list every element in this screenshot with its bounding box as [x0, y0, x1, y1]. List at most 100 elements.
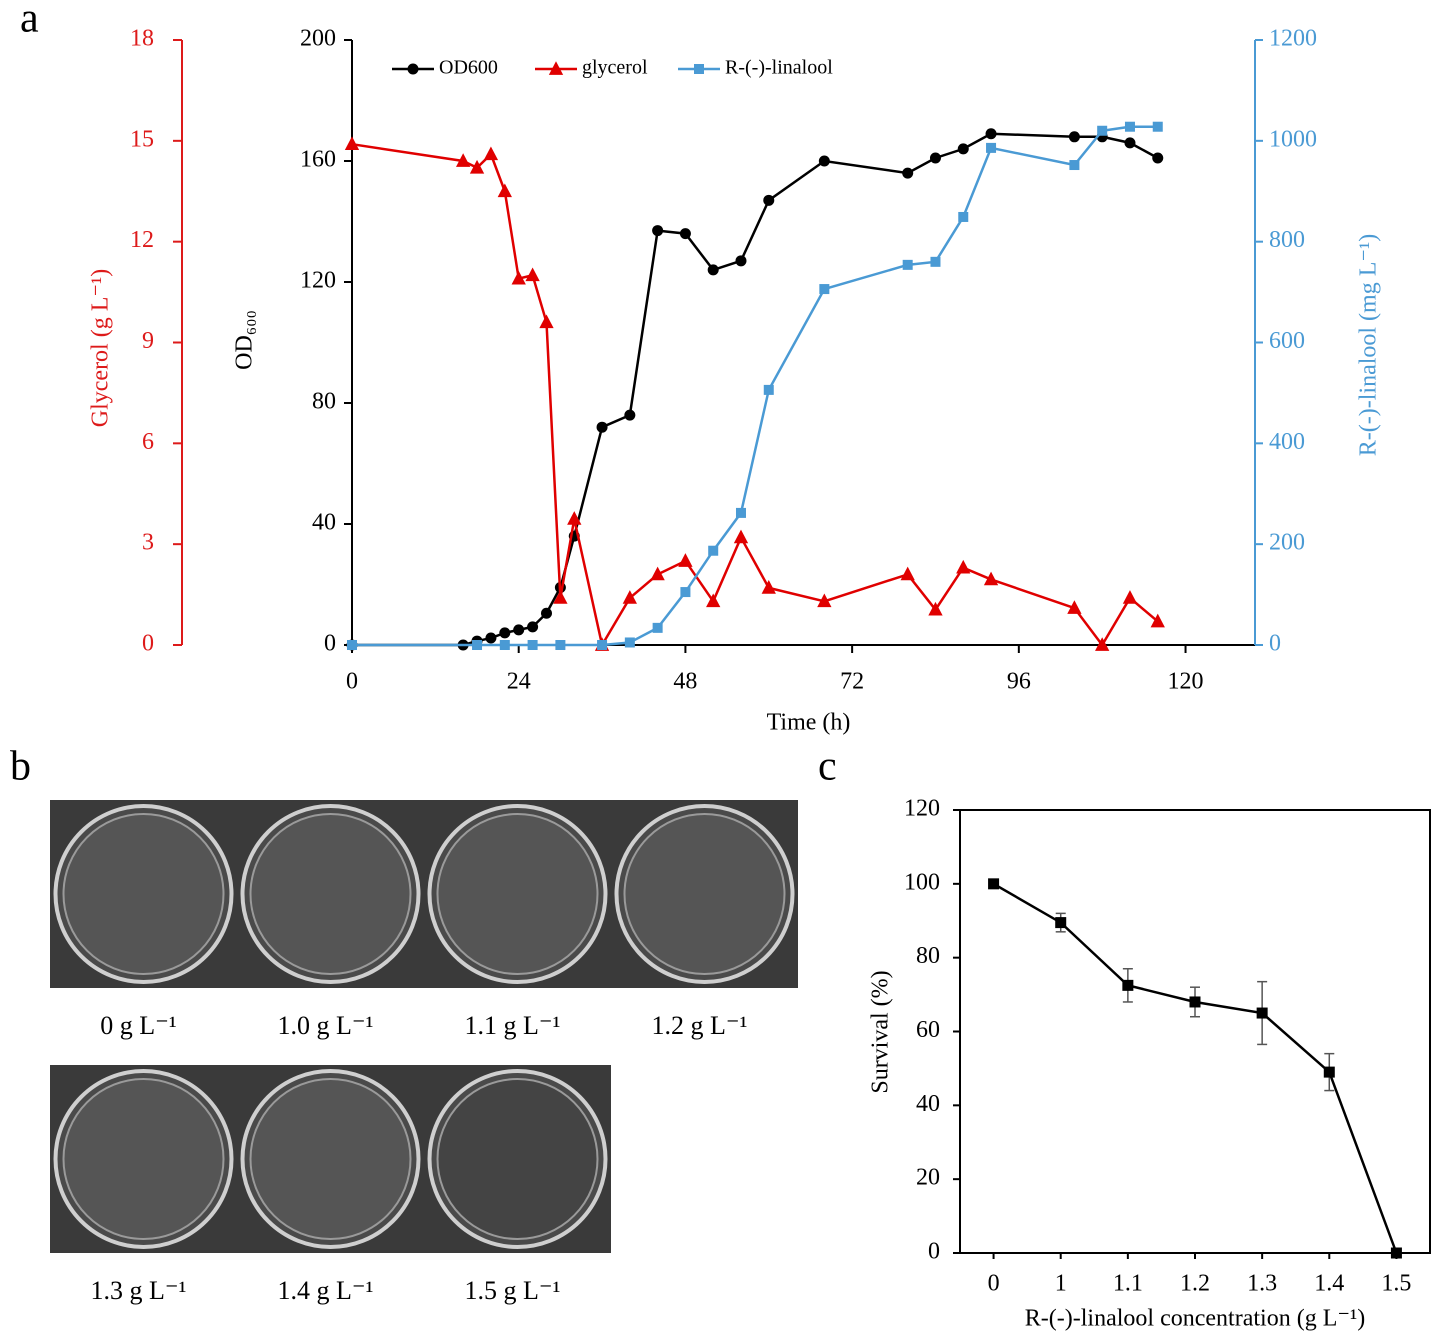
marker — [902, 259, 913, 270]
series-line — [352, 125, 1158, 647]
marker — [761, 580, 776, 594]
marker — [985, 128, 997, 140]
x-tick-label: 1.1 — [1113, 1271, 1143, 1297]
marker — [650, 566, 665, 581]
marker — [928, 601, 943, 616]
marker — [527, 640, 538, 650]
y3-tick-label: 9 — [142, 328, 154, 354]
marker — [983, 571, 999, 586]
marker — [540, 607, 552, 619]
plate-inner — [436, 813, 599, 975]
marker — [707, 264, 719, 276]
marker — [1256, 1007, 1268, 1019]
x-axis-label: Time (h) — [767, 710, 851, 736]
marker — [497, 183, 512, 198]
marker — [735, 255, 747, 267]
y2-tick-label: 1200 — [1269, 26, 1317, 52]
x-tick-label: 0 — [988, 1271, 1000, 1297]
marker — [548, 61, 564, 75]
marker — [1152, 121, 1163, 132]
y3-tick-label: 6 — [142, 429, 154, 455]
y2-axis-label: R-(-)-linalool (mg L⁻¹) — [1356, 234, 1382, 456]
marker — [706, 593, 721, 608]
marker — [680, 587, 691, 598]
x-tick-label: 120 — [1168, 669, 1204, 695]
marker — [763, 384, 774, 395]
plate-label: 1.1 g L⁻¹ — [465, 1011, 561, 1040]
marker — [1122, 979, 1134, 991]
y-tick-label: 120 — [904, 796, 940, 822]
plate-inner — [623, 813, 786, 975]
marker — [469, 159, 485, 174]
marker — [622, 590, 637, 604]
x-tick-label: 96 — [1007, 669, 1031, 695]
x-tick-label: 1.3 — [1247, 1271, 1277, 1297]
y2-tick-label: 800 — [1269, 227, 1305, 253]
marker — [624, 637, 635, 648]
y-tick-label: 160 — [300, 147, 336, 173]
marker — [900, 566, 915, 581]
y-tick-label: 20 — [916, 1165, 940, 1191]
y2-tick-label: 1000 — [1269, 126, 1317, 152]
marker — [986, 142, 997, 153]
marker — [407, 63, 419, 75]
marker — [513, 624, 525, 636]
panel-label: b — [10, 744, 31, 790]
marker — [930, 256, 941, 267]
marker — [553, 590, 568, 604]
marker — [988, 878, 1000, 890]
series-line — [351, 142, 1159, 649]
marker — [525, 267, 540, 282]
marker — [555, 640, 566, 650]
y3-tick-label: 18 — [130, 26, 154, 52]
marker — [483, 146, 499, 161]
y3-tick-label: 3 — [142, 530, 154, 556]
y-tick-label: 0 — [324, 631, 336, 657]
legend-label: OD600 — [439, 57, 498, 79]
marker — [1390, 1247, 1402, 1259]
x-axis-label: R-(-)-linalool concentration (g L⁻¹) — [1025, 1306, 1365, 1332]
marker — [499, 627, 511, 639]
x-tick-label: 1 — [1055, 1271, 1067, 1297]
marker — [527, 621, 539, 633]
marker — [678, 553, 693, 567]
marker — [708, 545, 719, 556]
x-tick-label: 1.5 — [1381, 1271, 1411, 1297]
marker — [1095, 637, 1110, 651]
y-tick-label: 60 — [916, 1017, 940, 1043]
y-axis-label: OD₆₀₀ — [232, 310, 258, 370]
plate-inner — [436, 1078, 599, 1240]
y-tick-label: 100 — [904, 869, 940, 895]
marker — [1152, 152, 1164, 164]
y-tick-label: 80 — [916, 943, 940, 969]
plate-label: 1.3 g L⁻¹ — [91, 1276, 187, 1305]
y3-tick-label: 0 — [142, 631, 154, 657]
marker — [347, 640, 357, 650]
panel-label: c — [818, 744, 837, 790]
x-tick-label: 0 — [346, 669, 358, 695]
series-line — [992, 882, 1398, 1254]
marker — [694, 64, 704, 74]
marker — [1097, 125, 1108, 136]
marker — [597, 640, 608, 650]
marker — [735, 507, 746, 518]
marker — [958, 211, 969, 222]
marker — [472, 640, 483, 650]
y-tick-label: 0 — [928, 1239, 940, 1265]
legend-label: glycerol — [582, 57, 648, 79]
x-tick-label: 1.4 — [1314, 1271, 1344, 1297]
y-tick-label: 80 — [312, 389, 336, 415]
marker — [652, 225, 664, 237]
marker — [485, 632, 497, 644]
plate-label: 1.4 g L⁻¹ — [278, 1276, 374, 1305]
plate-label: 1.2 g L⁻¹ — [652, 1011, 748, 1040]
plate-label: 1.0 g L⁻¹ — [278, 1011, 374, 1040]
y3-tick-label: 12 — [130, 227, 154, 253]
plate-inner — [62, 813, 225, 975]
legend-label: R-(-)-linalool — [725, 57, 833, 79]
y2-tick-label: 0 — [1269, 631, 1281, 657]
marker — [956, 559, 971, 574]
marker — [957, 143, 969, 155]
marker — [1189, 996, 1201, 1008]
